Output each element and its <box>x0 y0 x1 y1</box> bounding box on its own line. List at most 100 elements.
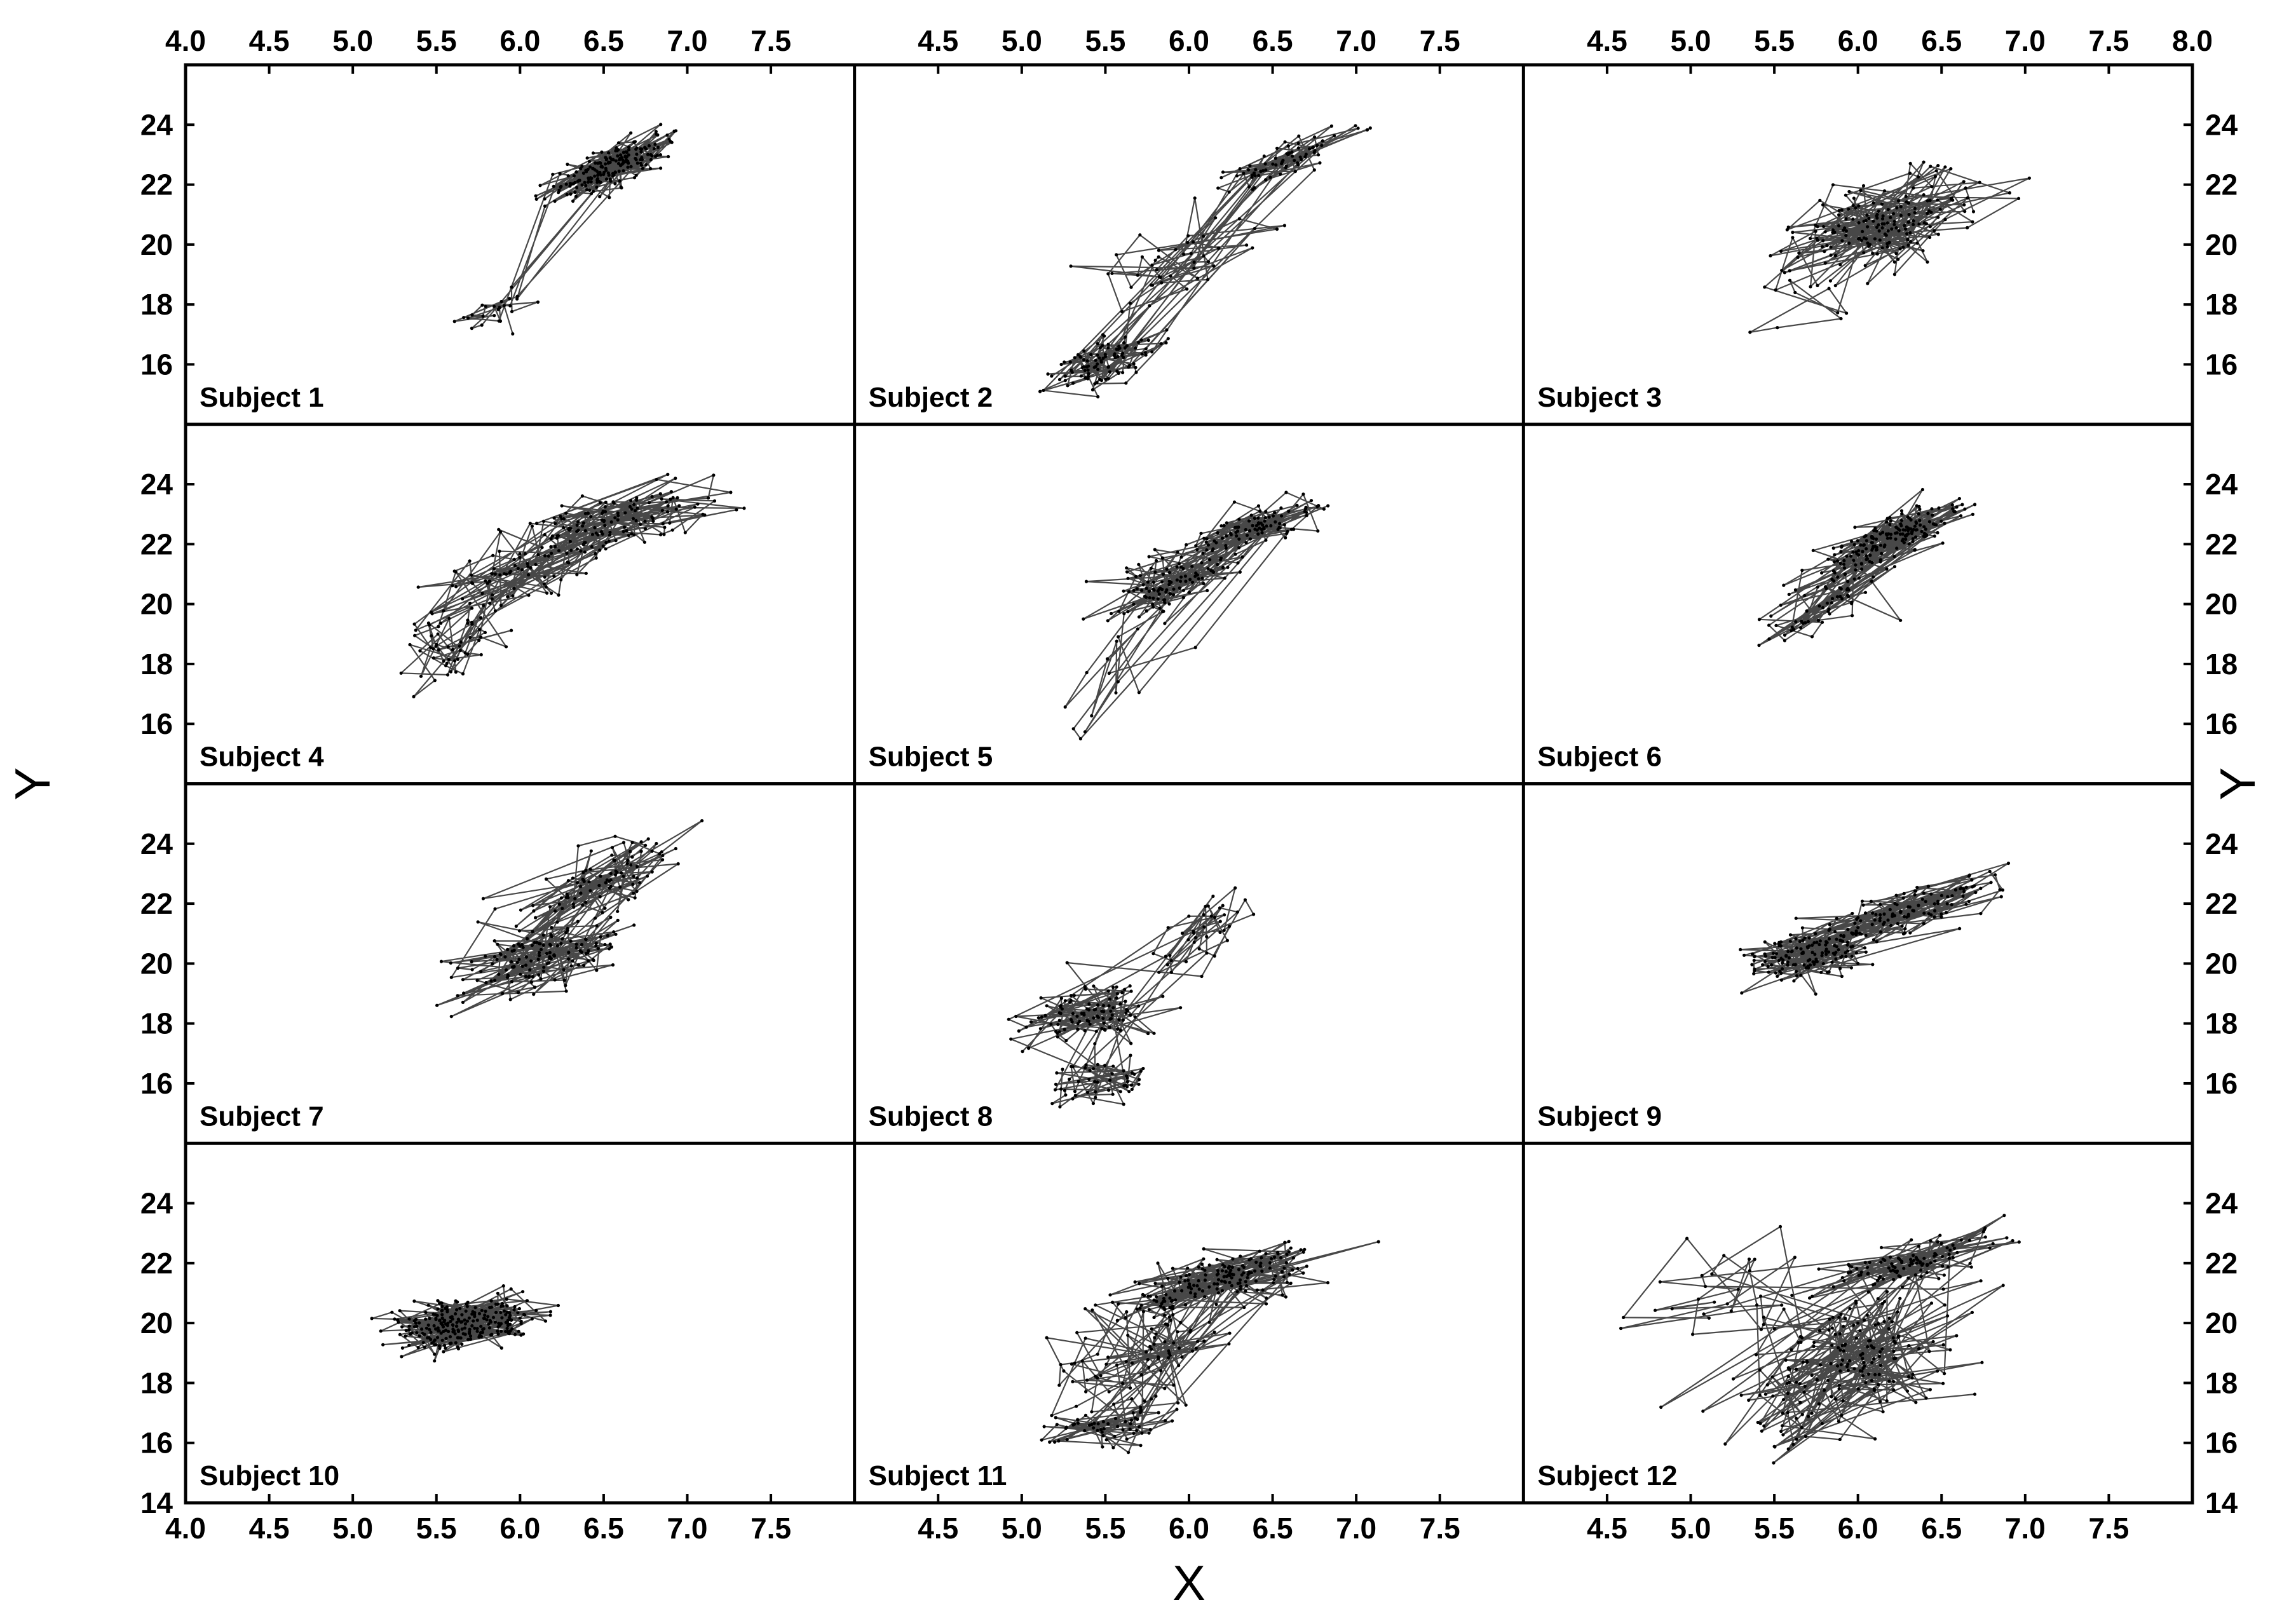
data-point <box>1157 587 1161 592</box>
data-point <box>1150 283 1155 287</box>
data-point <box>1246 1276 1249 1280</box>
data-point <box>600 518 604 522</box>
data-point <box>435 642 438 647</box>
data-point <box>1109 1009 1113 1013</box>
data-point <box>1801 1360 1805 1364</box>
data-point <box>568 184 572 188</box>
data-point <box>1147 555 1151 559</box>
data-point <box>1235 534 1239 538</box>
data-point <box>1094 1374 1097 1378</box>
data-point <box>1771 951 1776 955</box>
data-point <box>597 883 601 888</box>
data-point <box>1141 1066 1145 1071</box>
data-point <box>630 507 634 511</box>
data-point <box>1707 1316 1711 1320</box>
data-point <box>1885 221 1889 225</box>
data-point <box>1167 1351 1171 1355</box>
data-point <box>584 900 588 904</box>
data-point <box>1854 1336 1858 1340</box>
data-point <box>483 630 487 635</box>
data-point <box>1278 522 1282 526</box>
data-point <box>558 172 562 175</box>
data-point <box>1110 271 1114 275</box>
data-point <box>1272 1255 1277 1259</box>
subject-label: Subject 8 <box>869 1101 993 1132</box>
data-point <box>1157 1355 1160 1359</box>
data-point <box>1864 1381 1868 1385</box>
data-point <box>1159 342 1163 346</box>
data-point <box>1854 951 1858 955</box>
panel-subject-10: Subject 10 <box>200 1284 560 1491</box>
data-point <box>616 511 620 515</box>
data-point <box>1245 243 1249 247</box>
data-point <box>1958 926 1962 930</box>
data-point <box>584 868 588 872</box>
x-tick-label-top: 6.0 <box>1169 24 1209 57</box>
data-point <box>622 530 625 534</box>
data-point <box>1840 1413 1844 1417</box>
data-point <box>503 955 507 959</box>
data-point <box>1892 1349 1896 1353</box>
data-point <box>1847 189 1851 194</box>
data-point <box>583 180 587 184</box>
data-point <box>445 1324 449 1327</box>
data-point <box>1742 953 1746 957</box>
data-point <box>1113 1434 1117 1438</box>
data-point <box>1232 500 1237 504</box>
data-point <box>1831 1315 1835 1319</box>
data-point <box>1800 1425 1804 1430</box>
data-point <box>1054 1082 1058 1086</box>
data-point <box>1111 1300 1115 1304</box>
data-point <box>1926 885 1931 888</box>
data-point <box>426 621 431 625</box>
data-point <box>1129 1083 1134 1087</box>
data-point <box>1770 1375 1774 1379</box>
data-point <box>1805 1360 1809 1364</box>
data-point <box>1088 1069 1092 1073</box>
data-point <box>1057 1439 1061 1443</box>
data-point <box>1197 1287 1201 1291</box>
data-point <box>1979 1279 1983 1283</box>
data-point <box>1868 1260 1871 1265</box>
data-point <box>438 1346 442 1350</box>
data-point <box>1178 1280 1181 1284</box>
data-point <box>1945 902 1949 905</box>
data-point <box>1219 176 1223 180</box>
data-point <box>493 572 497 576</box>
data-point <box>1725 1302 1729 1306</box>
data-point <box>412 695 416 698</box>
data-point <box>1911 909 1915 912</box>
data-point <box>1149 566 1153 570</box>
data-point <box>1939 519 1943 523</box>
data-point <box>1264 178 1268 182</box>
data-point <box>1756 1420 1760 1425</box>
data-point <box>1126 610 1130 614</box>
data-point <box>1107 1004 1111 1008</box>
data-point <box>1213 954 1216 958</box>
data-point <box>1155 1295 1158 1299</box>
data-point <box>1902 892 1906 895</box>
data-point <box>457 1336 461 1340</box>
data-point <box>1216 1282 1219 1286</box>
data-point <box>428 1317 431 1320</box>
data-point <box>461 1000 465 1004</box>
data-point <box>1878 902 1882 906</box>
data-point <box>1779 956 1783 960</box>
data-point <box>594 942 598 946</box>
data-point <box>1083 1066 1087 1069</box>
data-point <box>1933 909 1937 912</box>
data-point <box>1264 1252 1268 1256</box>
data-point <box>630 855 634 859</box>
data-point <box>1240 555 1244 559</box>
data-point <box>614 932 618 936</box>
y-tick-label-left: 20 <box>140 1306 173 1340</box>
data-point <box>1079 355 1083 359</box>
data-point <box>1318 161 1322 165</box>
data-point <box>1069 994 1073 998</box>
data-point <box>1926 199 1929 203</box>
data-point <box>632 533 636 537</box>
data-point <box>1069 264 1073 268</box>
data-point <box>1110 1017 1113 1021</box>
data-point <box>580 165 584 168</box>
data-point <box>477 1312 482 1315</box>
